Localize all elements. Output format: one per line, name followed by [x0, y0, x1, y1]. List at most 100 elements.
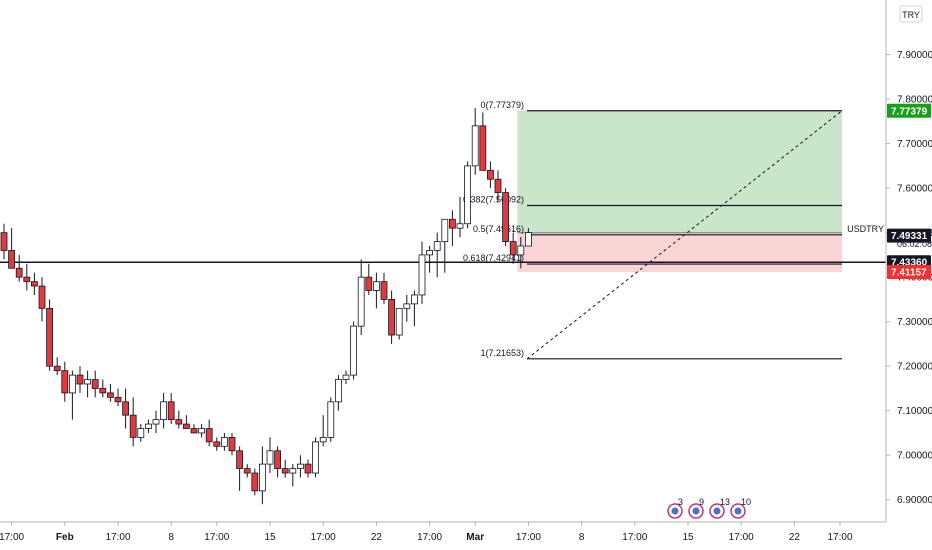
price-badge: [887, 228, 931, 243]
fib-label: 0(7.77379): [480, 100, 524, 110]
candle-body: [365, 276, 373, 291]
x-tick-label: 15: [682, 532, 694, 543]
trend-line[interactable]: [526, 110, 843, 360]
y-tick-label: 7.60000: [897, 184, 932, 195]
candle-body: [8, 250, 16, 269]
stop-loss-zone[interactable]: [517, 232, 842, 273]
countdown-label: 06:02:08: [897, 239, 932, 249]
price-badge: [887, 265, 931, 280]
candle-body: [494, 178, 502, 193]
x-tick-label: 17:00: [105, 532, 130, 543]
candle-body: [205, 428, 213, 443]
candle-body: [198, 428, 206, 434]
candle-body: [342, 374, 350, 380]
y-tick-label: 7.20000: [897, 362, 932, 373]
candle-body: [137, 428, 145, 438]
candle-body: [251, 472, 259, 492]
profit-target-zone[interactable]: [517, 110, 842, 233]
candle-body: [479, 125, 487, 171]
x-tick-label: 17:00: [516, 532, 541, 543]
candle-body: [122, 401, 129, 416]
candle-body: [107, 392, 114, 398]
candle-body: [433, 241, 441, 251]
candle-body: [441, 218, 449, 242]
candle-body: [304, 463, 312, 474]
candle-body: [395, 307, 403, 336]
candle-body: [15, 267, 23, 278]
candle-body: [380, 281, 388, 300]
x-tick-label: Feb: [56, 532, 74, 543]
candle-body: [91, 379, 99, 389]
event-count: 13: [720, 497, 730, 507]
candle-body: [38, 285, 46, 309]
fib-label: 0.5(7.49516): [473, 224, 524, 234]
x-tick-label: 17:00: [204, 532, 229, 543]
event-flag-icon: [692, 507, 700, 515]
y-tick-label: 7.70000: [897, 139, 932, 150]
candle-body: [213, 441, 221, 447]
candle-body: [357, 276, 365, 327]
candle-body: [190, 428, 198, 434]
candle-body: [46, 307, 53, 367]
candle-body: [334, 379, 342, 403]
candle-body: [464, 165, 472, 225]
candle-body: [167, 401, 175, 421]
price-badge-label: 7.41157: [891, 268, 927, 279]
y-tick-label: 7.00000: [897, 451, 932, 462]
x-tick-label: 17:00: [311, 532, 336, 543]
candle-body: [152, 419, 160, 425]
candle-body: [418, 254, 426, 296]
price-badge-label: 7.43360: [891, 258, 928, 269]
candle-body: [0, 232, 8, 251]
candle-body: [129, 414, 137, 438]
currency-button-label: TRY: [902, 10, 920, 20]
x-tick-label: 22: [789, 532, 801, 543]
candle-body: [23, 276, 31, 283]
price-badge-label: 7.77379: [891, 106, 928, 117]
y-tick-label: 7.80000: [897, 95, 932, 106]
y-tick-label: 7.90000: [897, 50, 932, 61]
fib-label: 0.618(7.42941): [463, 253, 524, 263]
candle-body: [236, 450, 244, 469]
candle-body: [517, 245, 525, 256]
candle-body: [403, 303, 411, 309]
x-tick-label: 17:00: [0, 532, 25, 543]
event-count: 9: [699, 497, 704, 507]
candle-body: [220, 437, 228, 447]
candle-body: [350, 325, 358, 376]
candle-body: [448, 218, 456, 229]
candle-body: [388, 299, 396, 336]
x-tick-label: 17:00: [417, 532, 442, 543]
event-count: 3: [678, 497, 683, 507]
x-tick-label: 15: [264, 532, 276, 543]
candle-body: [502, 192, 510, 242]
candle-body: [258, 463, 266, 492]
candle-body: [243, 468, 251, 474]
fib-label: 0.382(7.56092): [463, 195, 524, 205]
candle-body: [296, 463, 304, 469]
candle-body: [312, 441, 320, 474]
candle-body: [228, 437, 236, 452]
candle-body: [486, 169, 494, 180]
event-flag-icon: [671, 507, 679, 515]
x-tick-label: 17:00: [622, 532, 647, 543]
candle-body: [69, 374, 76, 394]
candle-body: [525, 232, 532, 247]
candle-body: [144, 423, 152, 429]
x-tick-label: 17:00: [729, 532, 754, 543]
candle-body: [410, 294, 418, 305]
candle-body: [281, 468, 289, 474]
candle-body: [114, 396, 122, 403]
x-tick-label: 22: [371, 532, 383, 543]
candle-body: [266, 450, 274, 465]
x-tick-label: Mar: [466, 532, 484, 543]
price-badge-label: 7.49331: [891, 231, 928, 242]
currency-button[interactable]: [899, 5, 923, 23]
candle-body: [53, 365, 61, 372]
price-badge: [887, 103, 931, 118]
x-tick-label: 17:00: [827, 532, 852, 543]
candle-body: [30, 281, 38, 287]
event-count: 10: [741, 497, 751, 507]
